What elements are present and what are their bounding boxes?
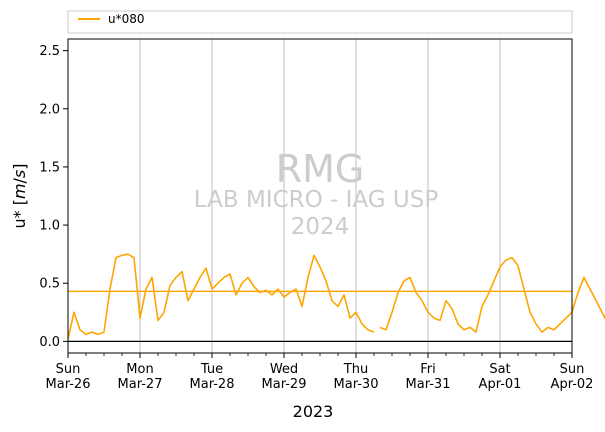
y-tick-label: 1.0 [39,219,60,234]
x-tick-day: Wed [270,362,298,377]
legend-box [67,10,573,34]
x-tick-date: Mar-27 [118,377,163,392]
y-tick-label: 0.0 [39,335,60,350]
x-tick-label: Tue Mar-28 [190,362,235,392]
x-tick-day: Fri [420,362,436,377]
watermark-subtitle: LAB MICRO - IAG USP [194,187,439,213]
x-tick-label: Thu Mar-30 [334,362,379,392]
x-axis-title: 2023 [293,402,334,421]
x-tick-day: Tue [200,362,223,377]
x-tick-label: Sat Apr-01 [479,362,522,392]
legend-label: u*080 [108,12,145,26]
y-tick-label: 2.5 [39,44,60,59]
y-tick-label: 0.5 [39,277,60,292]
gridlines [139,39,501,353]
x-tick-day: Thu [343,362,368,377]
x-tick-day: Sat [489,362,510,377]
x-tick-day: Mon [126,362,153,377]
y-tick-label: 1.5 [39,160,60,175]
x-tick-date: Mar-28 [190,377,235,392]
watermark-title: RMG [276,147,365,191]
x-tick-date: Mar-29 [262,377,307,392]
x-tick-date: Apr-01 [479,377,522,392]
series-line-u080 [67,253,605,340]
x-tick-label: Sun Apr-02 [551,362,594,392]
y-axis: 0.0 0.5 1.0 1.5 2.0 2.5 [39,44,68,350]
y-tick-label: 2.0 [39,102,60,117]
x-tick-date: Mar-31 [406,377,451,392]
x-tick-label: Fri Mar-31 [406,362,451,392]
x-tick-date: Mar-30 [334,377,379,392]
x-tick-label: Sun Mar-26 [46,362,91,392]
watermark-year: 2024 [291,214,350,240]
x-tick-date: Apr-02 [551,377,594,392]
series-group [67,253,605,340]
x-tick-day: Sun [56,362,81,377]
y-axis-title: u* [m/s] [10,163,29,228]
x-tick-day: Sun [560,362,585,377]
watermark: RMG LAB MICRO - IAG USP 2024 [194,147,439,240]
x-tick-label: Mon Mar-27 [118,362,163,392]
x-tick-label: Wed Mar-29 [262,362,307,392]
x-tick-date: Mar-26 [46,377,91,392]
